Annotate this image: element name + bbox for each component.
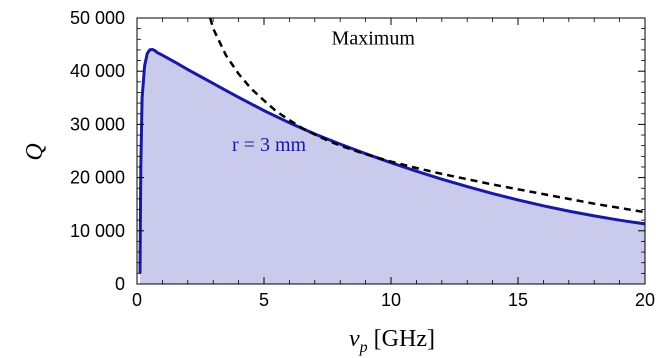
x-tick-label: 10 [381, 290, 401, 310]
x-axis-subscript: p [359, 339, 368, 356]
annotations-layer: Maximum r = 3 mm [232, 28, 415, 156]
x-axis-label: νp [GHz] [349, 326, 435, 356]
y-axis-label: Q [22, 143, 48, 160]
y-tick-label: 10 000 [70, 221, 125, 241]
axis-labels-layer: Q νp [GHz] [22, 143, 435, 356]
x-axis-symbol: ν [349, 326, 360, 352]
annotation-0: Maximum [332, 28, 416, 50]
axes-layer: 0 5 10 15 20 0 10 000 20 000 30 000 40 000 50 000 [70, 8, 655, 310]
y-tick-label: 40 000 [70, 61, 125, 81]
x-tick-label: 20 [635, 290, 655, 310]
series-area-0 [140, 49, 645, 285]
y-tick-label: 30 000 [70, 114, 125, 134]
y-tick-label: 0 [115, 274, 125, 294]
area-fill-layer [140, 49, 645, 285]
annotation-1: r = 3 mm [232, 134, 306, 156]
y-tick-label: 50 000 [70, 8, 125, 28]
y-tick-label: 20 000 [70, 168, 125, 188]
x-axis-unit: [GHz] [374, 326, 435, 352]
series-line-1 [208, 17, 646, 214]
x-tick-label: 15 [508, 290, 528, 310]
series-line-0 [138, 47, 646, 274]
x-tick-label: 0 [132, 290, 142, 310]
x-tick-label: 5 [259, 290, 269, 310]
series-lines-layer [138, 17, 646, 274]
